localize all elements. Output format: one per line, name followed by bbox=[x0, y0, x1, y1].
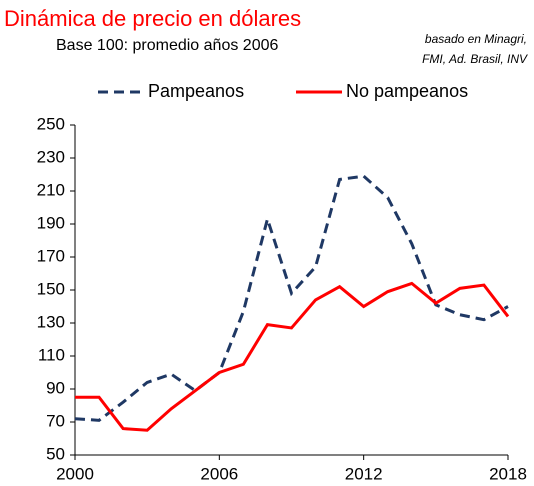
y-tick-label: 130 bbox=[37, 312, 65, 331]
y-tick-label: 110 bbox=[38, 345, 65, 364]
y-tick-label: 250 bbox=[37, 114, 65, 133]
annotation: basado en Minagri, bbox=[425, 32, 527, 46]
y-tick-label: 190 bbox=[37, 213, 65, 232]
chart-title: Dinámica de precio en dólares bbox=[4, 6, 301, 31]
y-tick-label: 210 bbox=[37, 180, 65, 199]
x-tick-label: 2018 bbox=[489, 464, 527, 483]
y-tick-label: 70 bbox=[46, 411, 65, 430]
y-tick-label: 50 bbox=[46, 444, 65, 463]
legend-label: No pampeanos bbox=[346, 81, 468, 101]
y-tick-label: 230 bbox=[37, 147, 65, 166]
annotation: FMI, Ad. Brasil, INV bbox=[422, 52, 528, 66]
x-tick-label: 2000 bbox=[56, 464, 94, 483]
y-tick-label: 170 bbox=[37, 246, 65, 265]
chart-subtitle: Base 100: promedio años 2006 bbox=[56, 37, 278, 54]
y-tick-label: 90 bbox=[46, 378, 65, 397]
legend-label: Pampeanos bbox=[148, 81, 244, 101]
x-tick-label: 2012 bbox=[345, 464, 383, 483]
y-tick-label: 150 bbox=[37, 279, 65, 298]
x-tick-label: 2006 bbox=[200, 464, 238, 483]
series-line bbox=[75, 281, 510, 432]
